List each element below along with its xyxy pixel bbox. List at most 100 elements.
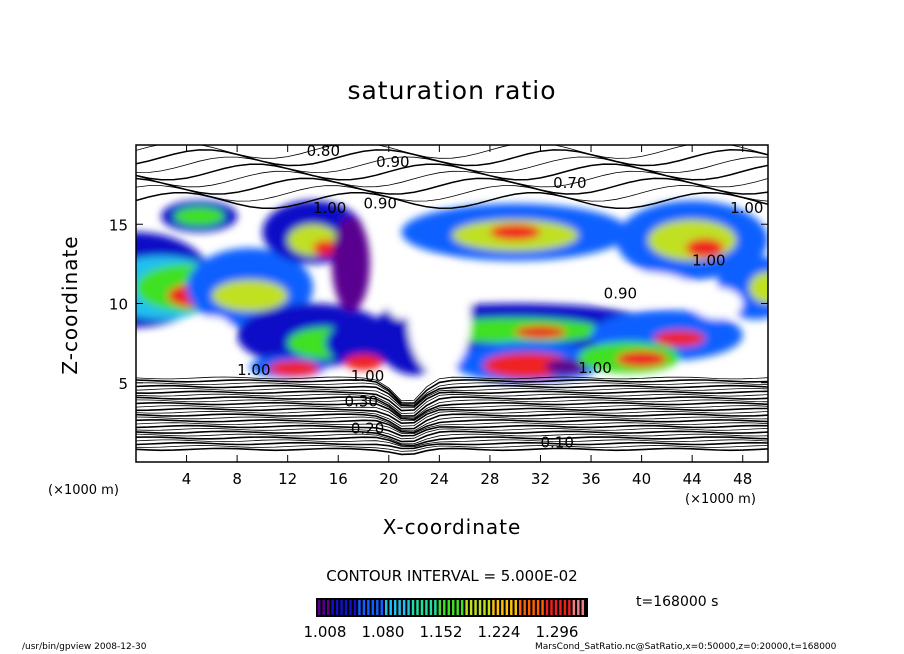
contour-label: 1.00 [313, 199, 346, 217]
x-tick-label: 16 [329, 470, 348, 488]
contour-line [136, 382, 768, 406]
contour-line [136, 379, 768, 404]
colorbar-swatch [425, 600, 428, 615]
x-axis-label: X-coordinate [382, 515, 522, 539]
colorbar-tick-label: 1.080 [362, 623, 405, 641]
colorbar-swatch [331, 600, 334, 615]
colorbar-swatch [496, 600, 500, 615]
contour-line [136, 439, 768, 448]
colorbar-swatch [452, 600, 455, 615]
colorbar-swatch [344, 600, 348, 615]
contour-line [136, 447, 768, 456]
contour-line [136, 433, 768, 445]
contour-line [136, 156, 768, 174]
colorbar-swatch [523, 600, 526, 615]
contour-interval: CONTOUR INTERVAL = 5.000E-02 [326, 567, 578, 585]
contour-label: 1.00 [692, 251, 725, 269]
colorbar-swatch [434, 600, 437, 615]
contour-line [136, 177, 768, 195]
colorbar-swatch [447, 600, 450, 615]
field-region [426, 317, 604, 344]
contour-label: 0.10 [540, 434, 573, 452]
contour-line [136, 399, 768, 419]
contour-line [136, 388, 768, 409]
field-region [489, 224, 541, 241]
contour-line [136, 413, 768, 430]
colorbar-swatch [478, 600, 482, 615]
colorbar-swatch [559, 600, 562, 615]
x-tick-label: 28 [480, 470, 499, 488]
colorbar-swatch [429, 600, 433, 615]
colorbar-swatch [572, 600, 576, 615]
contour-line [136, 445, 768, 452]
colorbar-tick-label: 1.152 [420, 623, 463, 641]
contour-label: 0.80 [307, 142, 340, 160]
contour-line [136, 149, 768, 167]
y-tick-label: 10 [109, 296, 128, 314]
contour-line [136, 396, 768, 417]
colorbar-swatch [389, 600, 392, 615]
colorbar-swatch [563, 600, 567, 615]
colorbar-swatch [340, 600, 343, 615]
colorbar-swatch [536, 600, 540, 615]
contour-line [136, 405, 768, 422]
field-region [173, 206, 225, 226]
contour-label: 0.90 [364, 194, 397, 212]
contour-line [136, 424, 768, 437]
colorbar-swatch [371, 600, 375, 615]
colorbar-swatch [380, 600, 383, 615]
contour-label: 0.20 [351, 419, 384, 437]
field-region [654, 330, 705, 347]
x-tick-label: 36 [581, 470, 600, 488]
x-tick-label: 48 [733, 470, 752, 488]
contour-label: 0.90 [376, 153, 409, 171]
colorbar-tick-label: 1.008 [304, 623, 347, 641]
contour-label: 1.00 [578, 359, 611, 377]
field-gap [192, 316, 231, 339]
x-tick-label: 8 [232, 470, 242, 488]
colorbar-swatch [527, 600, 531, 615]
colorbar-swatch [465, 600, 468, 615]
contour-line [136, 376, 768, 402]
contour-line [136, 416, 768, 432]
x-tick-label: 12 [278, 470, 297, 488]
footer-left: /usr/bin/gpview 2008-12-30 [22, 642, 147, 652]
colorbar-swatch [514, 600, 517, 615]
colorbar-swatch [501, 600, 504, 615]
colorbar-swatch [385, 600, 388, 615]
contour-line [136, 191, 768, 210]
x-tick-label: 24 [430, 470, 449, 488]
contour-line [136, 384, 768, 407]
field-gap [382, 255, 421, 320]
colorbar-swatch [318, 600, 321, 615]
colorbar-swatch [568, 600, 571, 615]
chart-title: saturation ratio [347, 76, 557, 105]
colorbar-tick-label: 1.296 [536, 623, 579, 641]
y-tick-label: 5 [118, 375, 128, 393]
colorbar-swatch [550, 600, 553, 615]
colorbar-swatch [487, 600, 491, 615]
contour-line [136, 163, 768, 181]
x-tick-label: 44 [683, 470, 702, 488]
colorbar-swatch [322, 600, 325, 615]
field-gap [692, 287, 743, 320]
field-region [344, 354, 383, 371]
colorbar-swatch [554, 600, 558, 615]
contour-label: 1.00 [730, 199, 763, 217]
field-region [312, 240, 339, 256]
colorbar-tick-label: 1.224 [478, 623, 521, 641]
contour-line [136, 407, 768, 425]
contour-line [136, 185, 768, 202]
colorbar-swatch [411, 600, 415, 615]
colorbar-swatch [469, 600, 473, 615]
contour-line [136, 145, 768, 159]
contour-label: 1.00 [351, 367, 384, 385]
field-region [515, 325, 566, 339]
contour-line [136, 436, 768, 447]
colorbar-swatch [492, 600, 495, 615]
field-gap [407, 263, 471, 375]
x-tick-label: 20 [379, 470, 398, 488]
x-unit-right: (×1000 m) [685, 492, 756, 507]
colorbar-swatch [367, 600, 370, 615]
